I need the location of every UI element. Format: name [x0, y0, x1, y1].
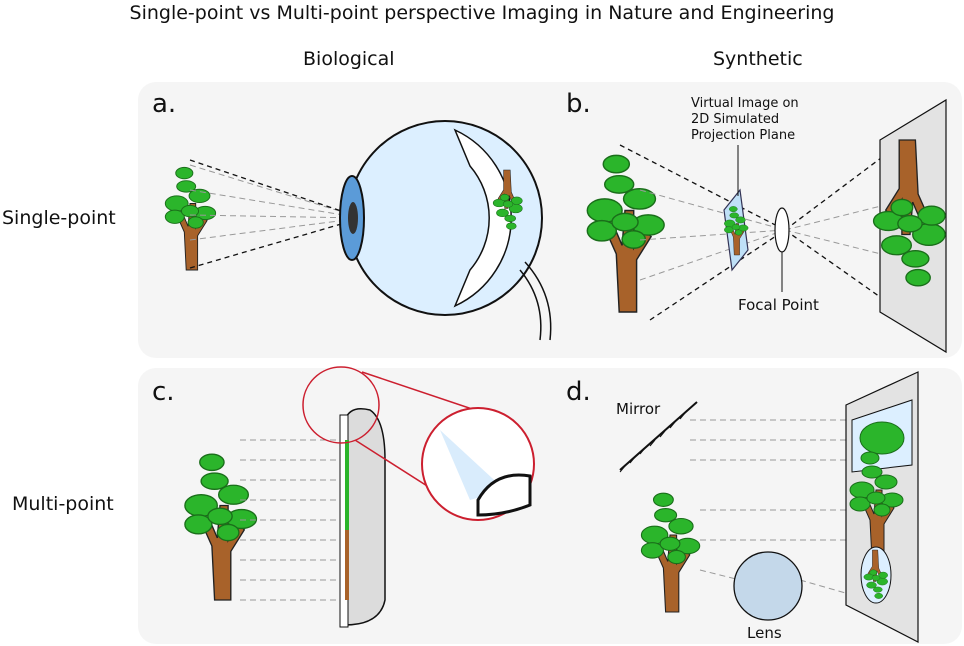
panel-b-tree [586, 154, 665, 313]
compound-eye-image-foliage [345, 440, 349, 530]
focal-point-lens [774, 207, 790, 253]
column-heading-biological: Biological [303, 48, 395, 70]
panel-c-rays [240, 439, 345, 601]
compound-eye-image-trunk [345, 530, 349, 600]
mirror-label: Mirror [616, 400, 661, 418]
column-heading-synthetic: Synthetic [713, 48, 803, 70]
panel-d-label: d. [566, 377, 591, 407]
row-heading-single-point: Single-point [2, 207, 116, 229]
virtual-image-label-2: 2D Simulated [691, 112, 779, 127]
compound-eye-body [344, 408, 386, 626]
eyeball [339, 120, 552, 341]
panel-a-label: a. [152, 89, 176, 119]
panel-d-rays [690, 419, 871, 601]
panel-b-rays [619, 139, 911, 321]
mirror-hatching [619, 412, 686, 473]
panel-d-tree [640, 492, 701, 613]
lens [733, 551, 803, 621]
virtual-image-label-3: Projection Plane [691, 128, 795, 143]
figure-title: Single-point vs Multi-point perspective … [129, 2, 835, 24]
focal-point-label: Focal Point [738, 296, 819, 314]
zoom-source-circle [302, 366, 380, 444]
row-heading-multi-point: Multi-point [12, 493, 114, 515]
panel-multi-point-background [138, 368, 962, 644]
virtual-image-label-1: Virtual Image on [691, 96, 799, 111]
zoom-ommatidia-detail [476, 473, 532, 517]
panel-c-label: c. [152, 377, 175, 407]
panel-b-label: b. [566, 89, 591, 119]
panel-c-tree [184, 453, 258, 601]
panel-a-tree [164, 166, 217, 271]
lens-label: Lens [747, 624, 782, 642]
